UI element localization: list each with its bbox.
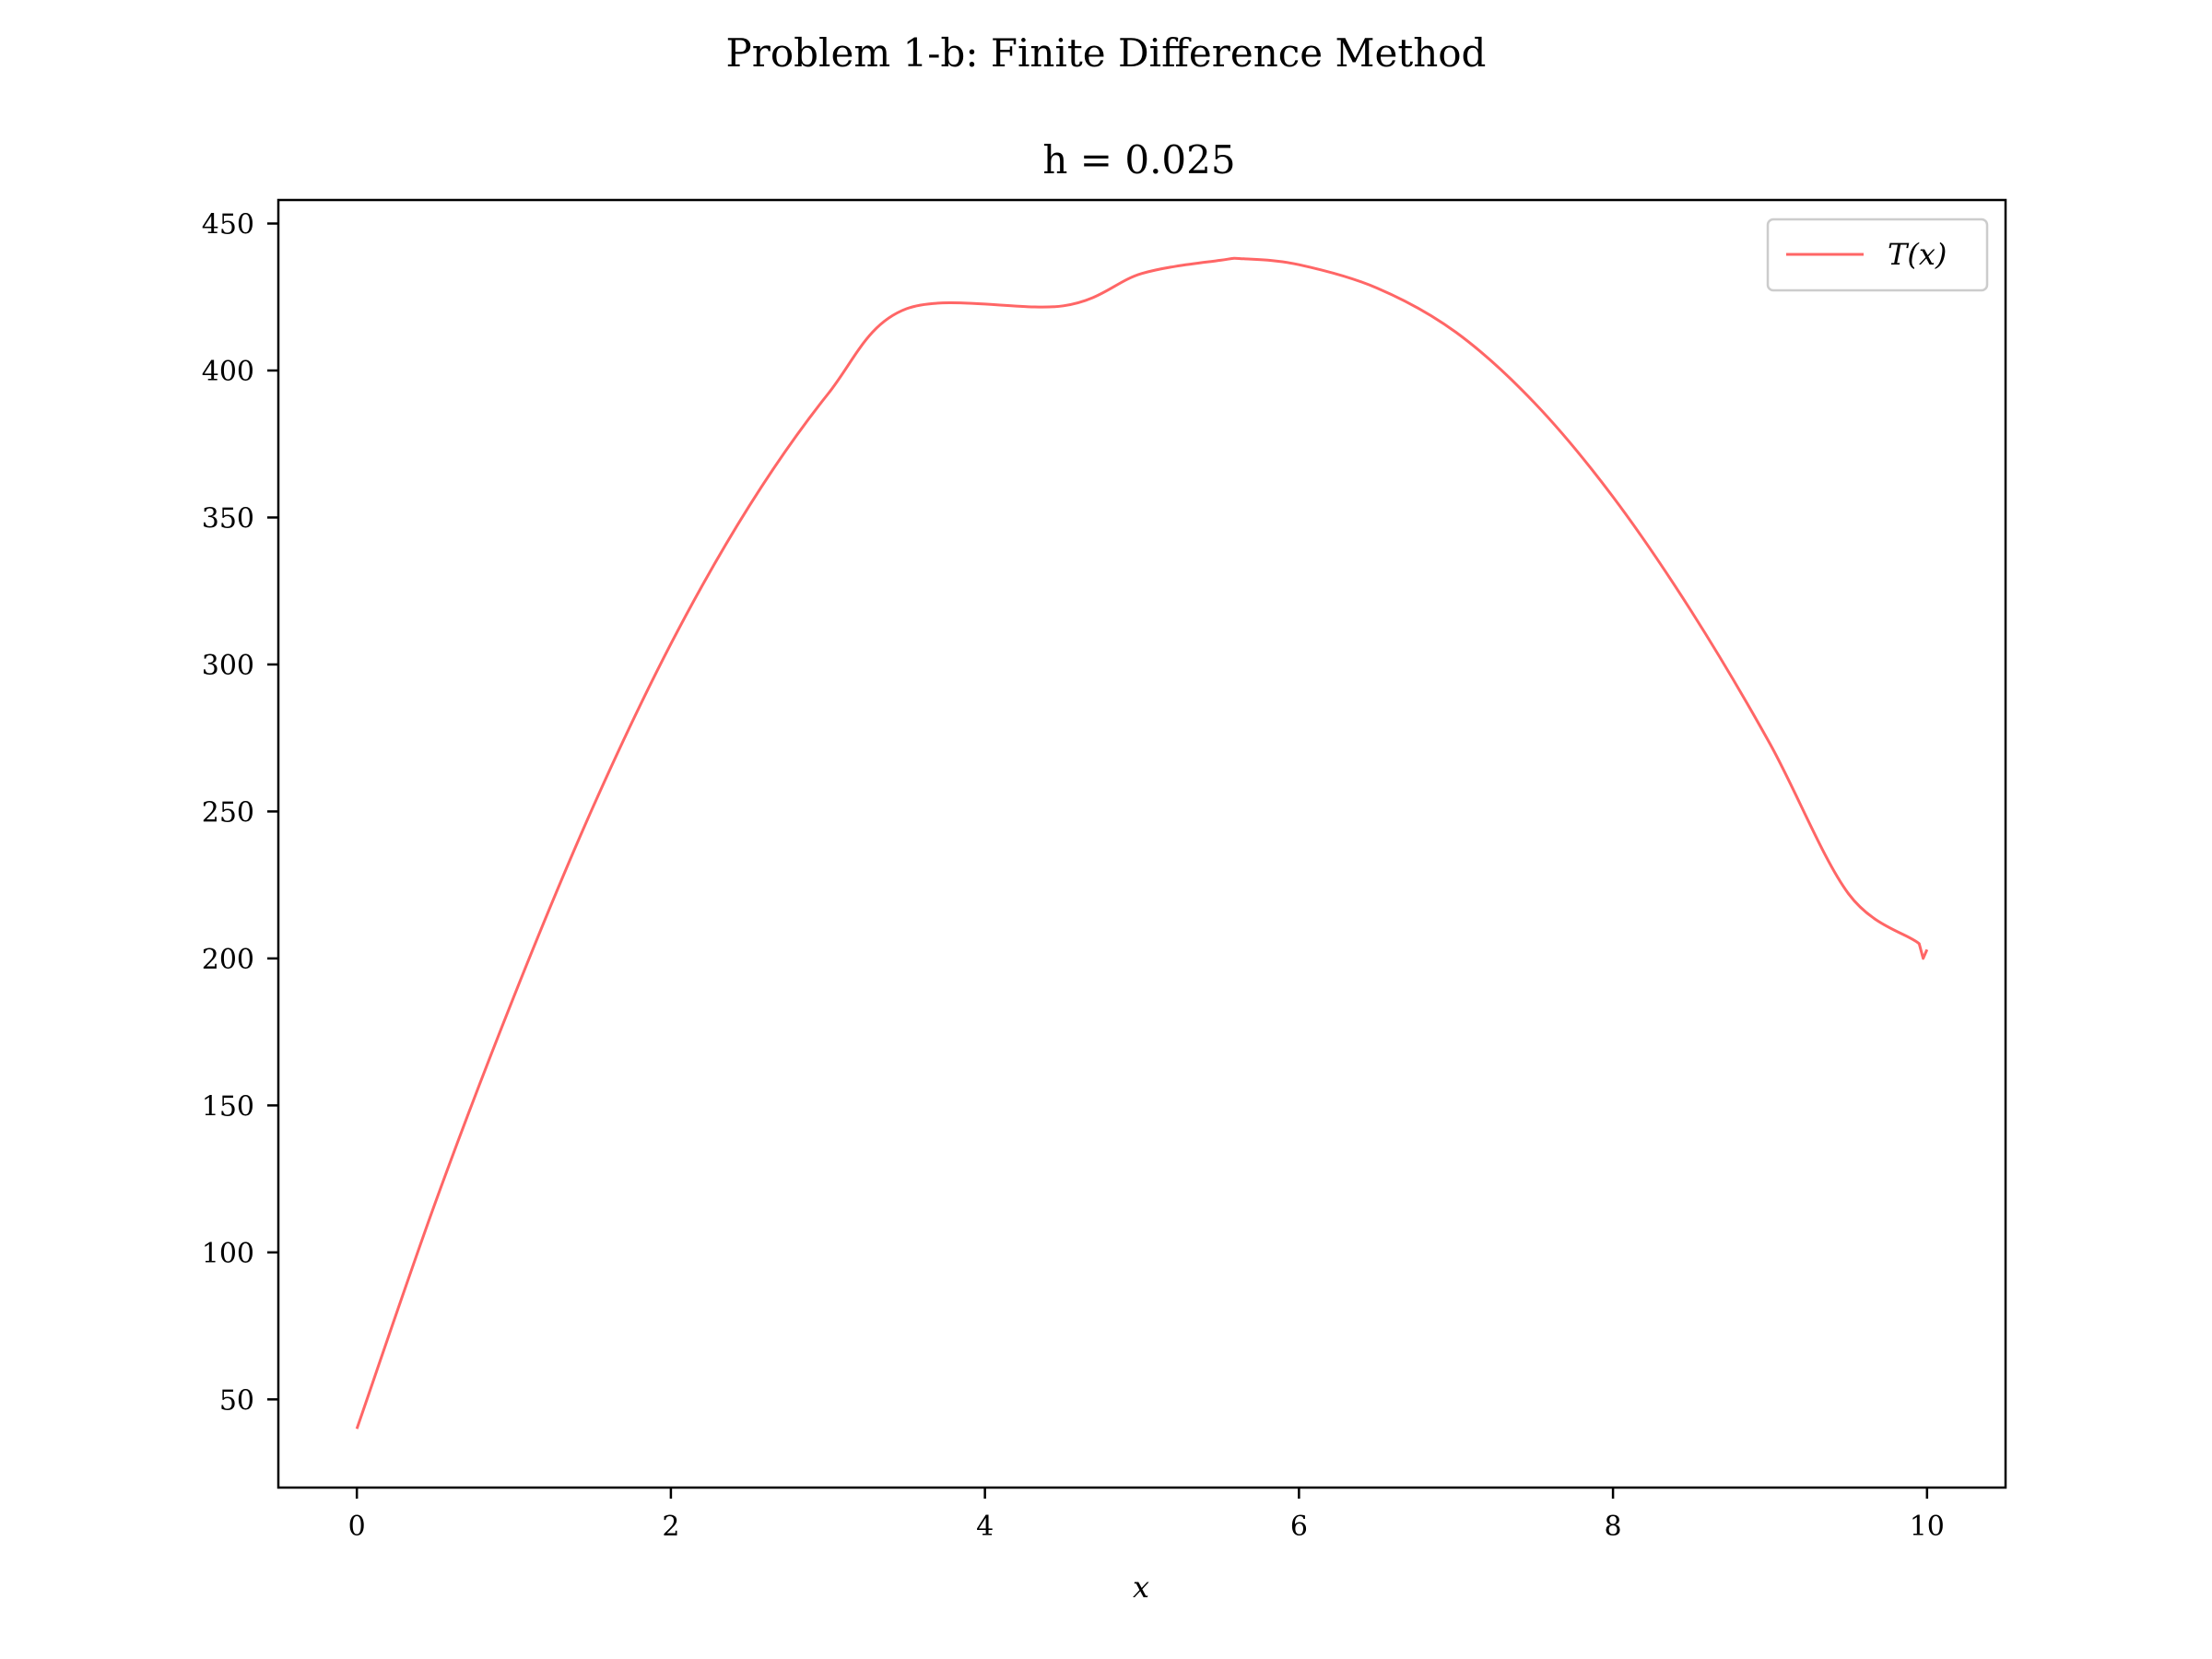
x-axis: 0 2 4 6 8 10 [348,1488,1945,1543]
legend-label: T(x) [1888,237,1947,272]
y-tick-label: 100 [202,1238,254,1270]
y-tick-label: 400 [202,356,254,388]
axes-title: h = 0.025 [1042,137,1235,182]
x-tick-label: 6 [1290,1511,1308,1543]
y-tick-label: 200 [202,944,254,976]
x-tick-label: 0 [348,1511,366,1543]
x-axis-label: x [1133,1570,1149,1605]
y-tick-label: 250 [202,796,254,829]
y-tick-label: 450 [202,209,254,241]
x-tick-label: 10 [1910,1511,1945,1543]
legend-box [1766,218,1989,292]
y-tick-label: 300 [202,650,254,682]
y-tick-label: 350 [202,502,254,535]
y-axis: 50 100 150 200 250 300 350 400 450 [202,209,278,1417]
y-tick-label: 150 [202,1090,254,1123]
x-tick-label: 2 [662,1511,679,1543]
legend: T(x) [1766,218,1989,292]
x-tick-label: 4 [976,1511,994,1543]
series-layer [355,256,1929,1430]
plot-frame [276,198,2007,1489]
x-tick-label: 8 [1605,1511,1622,1543]
y-tick-label: 50 [219,1384,254,1417]
figure-suptitle: Problem 1-b: Finite Difference Method [726,30,1487,76]
series-line-t-x [355,256,1929,1430]
